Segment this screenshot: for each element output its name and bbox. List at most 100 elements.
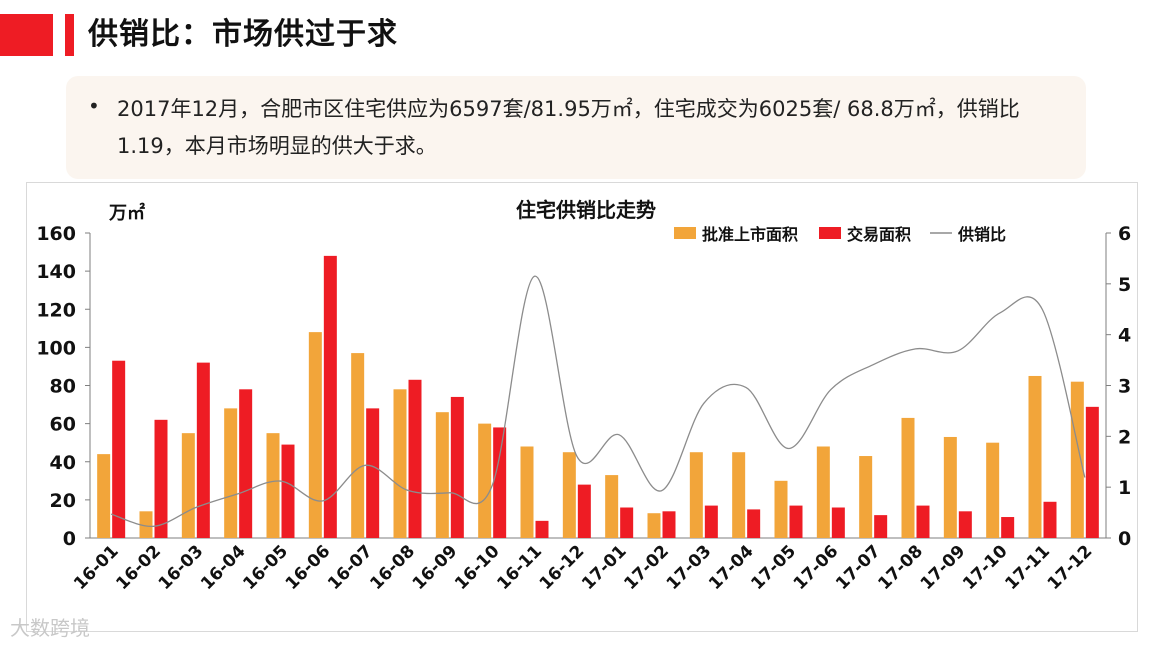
x-tick-label: 16-08 (366, 541, 419, 594)
ratio-point-17-01 (618, 434, 620, 436)
x-tick-label: 17-06 (790, 541, 843, 594)
bar-supply-16-04 (224, 408, 238, 538)
y2-tick-label: 6 (1118, 223, 1131, 245)
bar-supply-17-10 (986, 442, 1000, 538)
bar-supply-17-11 (1028, 375, 1042, 538)
supply-sales-ratio-chart: 0 20 40 60 80 100 120 140 160 0 1 2 3 4 5 6 万㎡ 住宅供销比走势 16-… (36, 198, 1131, 594)
bar-trade-16-08 (408, 379, 422, 538)
bar-supply-17-04 (732, 452, 746, 538)
ratio-point-16-02 (152, 525, 154, 527)
bar-supply-16-08 (393, 389, 407, 538)
ratio-point-16-09 (449, 492, 451, 494)
legend-label-ratio: 供销比 (957, 225, 1006, 244)
bar-trade-16-04 (239, 389, 253, 538)
bar-trade-17-05 (789, 505, 803, 538)
ratio-point-16-11 (533, 275, 535, 277)
legend-swatch-supply (674, 227, 696, 239)
bar-supply-17-02 (647, 513, 661, 538)
ratio-point-16-06 (322, 500, 324, 502)
bar-supply-16-05 (266, 433, 280, 538)
y-tick-label: 80 (50, 376, 76, 398)
y2-tick-label: 3 (1118, 376, 1131, 398)
bar-trade-17-07 (874, 515, 888, 538)
y-tick-label: 100 (36, 337, 76, 359)
ratio-point-17-11 (1041, 309, 1043, 311)
bar-supply-17-06 (816, 446, 830, 538)
y-axis-unit-label: 万㎡ (108, 202, 145, 224)
bar-trade-16-02 (154, 419, 168, 538)
ratio-point-16-12 (576, 455, 578, 457)
ratio-point-16-01 (110, 513, 112, 515)
legend-label-supply: 批准上市面积 (702, 225, 798, 244)
ratio-point-17-12 (1084, 476, 1086, 478)
x-tick-label: 17-08 (874, 541, 927, 594)
bar-supply-17-08 (901, 417, 915, 538)
y2-tick-label: 5 (1118, 274, 1131, 296)
chart-title: 住宅供销比走势 (516, 198, 656, 222)
x-tick-label: 16-04 (197, 541, 250, 594)
bar-trade-17-09 (958, 511, 972, 538)
x-tick-label: 17-01 (578, 541, 631, 594)
bar-supply-16-01 (97, 454, 111, 538)
x-tick-label: 16-01 (70, 541, 123, 594)
x-tick-label: 17-10 (959, 541, 1012, 594)
ratio-point-16-05 (279, 480, 281, 482)
bar-supply-17-05 (774, 480, 788, 538)
bar-trade-17-11 (1043, 501, 1057, 538)
ratio-point-16-10 (491, 484, 493, 486)
bar-trade-16-11 (535, 520, 549, 538)
ratio-point-17-08 (914, 348, 916, 350)
ratio-point-17-03 (703, 402, 705, 404)
bar-supply-16-10 (478, 423, 492, 538)
legend-label-trade: 交易面积 (847, 225, 911, 244)
bar-supply-16-06 (308, 332, 322, 538)
bar-supply-17-09 (943, 436, 957, 538)
y2-tick-label: 1 (1118, 477, 1131, 499)
ratio-point-17-07 (872, 363, 874, 365)
ratio-point-17-02 (660, 490, 662, 492)
x-tick-label: 16-05 (239, 541, 292, 594)
bar-supply-16-09 (435, 412, 449, 538)
y2-tick-label: 0 (1118, 528, 1131, 550)
bar-trade-17-10 (1001, 517, 1015, 538)
bar-supply-16-07 (351, 353, 365, 538)
title-accent-block (0, 14, 53, 56)
bar-trade-17-04 (747, 509, 761, 538)
bar-trade-16-09 (450, 396, 464, 538)
x-tick-label: 17-02 (620, 541, 673, 594)
x-tick-label: 17-05 (747, 541, 800, 594)
bar-trade-17-01 (620, 507, 634, 538)
chart-frame: 0 20 40 60 80 100 120 140 160 0 1 2 3 4 5 6 万㎡ 住宅供销比走势 16-… (26, 182, 1138, 632)
y-tick-label: 120 (36, 299, 76, 321)
bar-supply-16-12 (562, 452, 576, 538)
page-title: 供销比：市场供过于求 (88, 17, 398, 52)
x-tick-label: 16-07 (324, 541, 377, 594)
x-tick-label: 16-03 (155, 541, 208, 594)
watermark: 大数跨境 (10, 616, 90, 640)
y-tick-label: 20 (50, 490, 76, 512)
bar-supply-17-12 (1070, 381, 1084, 538)
bar-supply-17-03 (689, 452, 703, 538)
series-line-ratio (110, 275, 1086, 527)
bar-trade-16-01 (112, 360, 126, 538)
legend-swatch-trade (819, 227, 841, 239)
x-tick-label: 17-03 (663, 541, 716, 594)
title-accent-stripe (65, 14, 74, 56)
ratio-point-16-04 (237, 493, 239, 495)
ratio-point-17-06 (830, 388, 832, 390)
x-tick-label: 16-10 (451, 541, 504, 594)
x-tick-label: 16-02 (112, 541, 165, 594)
bar-supply-16-02 (139, 511, 153, 538)
bar-supply-17-01 (605, 475, 619, 538)
x-tick-label: 16-11 (493, 541, 546, 594)
summary-bullet: • (88, 94, 100, 118)
bar-trade-16-06 (323, 255, 337, 538)
x-tick-label: 17-04 (705, 541, 758, 594)
bar-trade-17-12 (1085, 406, 1099, 538)
bar-supply-16-03 (181, 433, 195, 538)
bar-trade-17-06 (831, 507, 845, 538)
bar-trade-16-07 (366, 408, 380, 538)
bar-trade-16-10 (493, 427, 507, 538)
ratio-point-16-03 (195, 506, 197, 508)
bar-trade-17-03 (704, 505, 718, 538)
